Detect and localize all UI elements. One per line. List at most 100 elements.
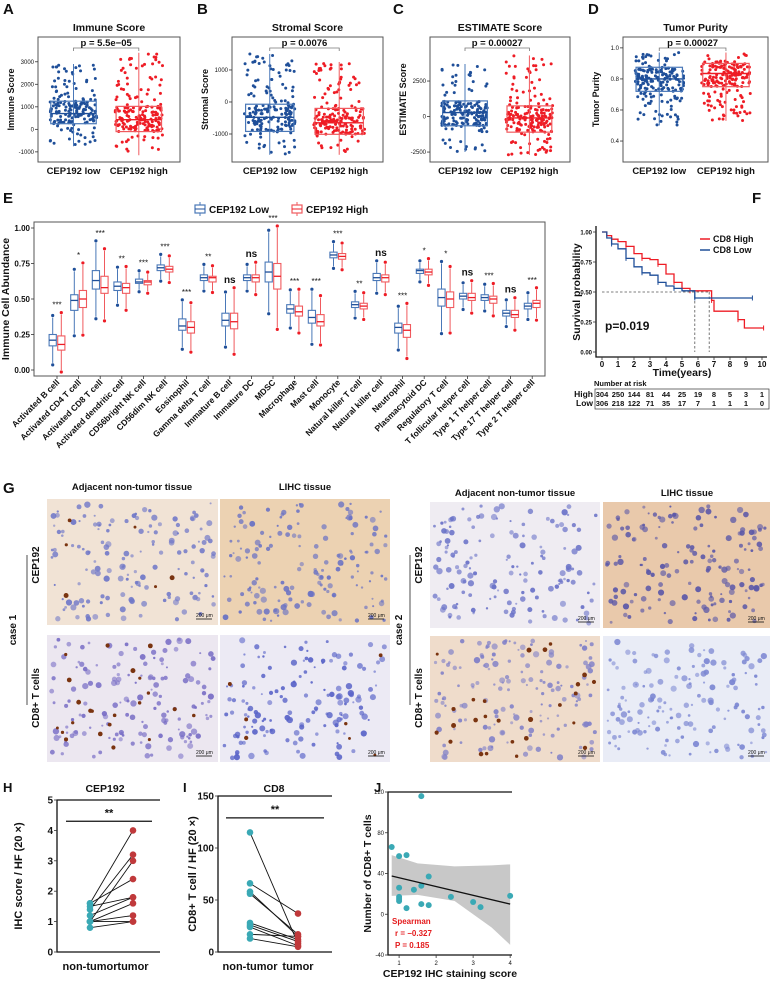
data-point [678,80,682,84]
data-point [354,108,358,112]
nucleus [669,600,676,607]
nucleus [680,735,685,739]
stained-cell [64,652,68,657]
nucleus [285,738,290,743]
nucleus [731,672,735,677]
nucleus [323,688,326,692]
nucleus [304,656,309,661]
nucleus [166,745,172,751]
nucleus [112,737,116,741]
nucleus [118,650,124,657]
nucleus [708,592,713,596]
nucleus [99,601,103,605]
nucleus [195,680,201,685]
data-point [735,65,739,69]
box [143,279,152,286]
data-point [314,72,318,76]
stained-cell [71,721,75,725]
pair-line [89,854,134,910]
data-point [443,141,447,145]
chart-title: ESTIMATE Score [458,22,543,34]
nucleus [556,663,562,669]
nucleus [456,569,462,575]
nucleus [509,530,514,535]
data-point [707,108,711,112]
nucleus [709,554,714,558]
outlier-point [167,280,171,285]
data-point [345,147,349,151]
nucleus [326,712,333,719]
nucleus [287,524,293,530]
x-tick-label: CEP192 low [243,166,297,177]
data-point [341,113,345,117]
data-point [135,120,139,124]
y-tick-label: 0 [47,948,53,959]
data-point [73,142,77,146]
data-point [159,102,163,106]
nucleus [539,679,543,683]
data-point [549,149,553,153]
nucleus [134,512,138,516]
x-tick-label: CEP192 high [500,166,558,177]
y-tick-label: 120 [374,790,385,796]
nucleus [707,618,711,622]
plot-frame [37,36,181,163]
x-tick-label: CEP192 high [310,166,368,177]
nucleus [315,699,322,706]
nucleus [723,666,727,670]
nucleus [151,539,155,544]
data-point [641,68,645,72]
nucleus [712,616,719,623]
nucleus [651,720,657,726]
nucleus [306,602,312,608]
nucleus [755,715,761,721]
nucleus [751,529,757,535]
data-point [345,125,349,129]
outlier-point [189,350,193,354]
data-point [119,68,123,72]
data-point [530,80,534,84]
data-point [676,117,680,121]
nucleus [139,653,146,660]
nucleus [261,673,266,679]
nucleus [100,540,105,545]
nucleus [503,609,509,615]
outlier-point [439,259,444,264]
nucleus [249,520,256,527]
nucleus [492,660,499,668]
nucleus [206,520,213,527]
data-point [119,57,123,61]
data-point [52,141,56,145]
data-point [745,75,749,79]
nucleus [336,754,343,760]
nucleus [60,534,64,537]
x-tick-label: 7 [712,360,717,369]
outlier-point [159,252,163,256]
nucleus [128,596,135,603]
data-point [549,145,553,149]
nucleus [493,595,497,599]
nucleus [323,587,327,591]
stained-cell [448,739,453,744]
data-point [92,126,96,130]
data-point [453,112,457,116]
nucleus [65,725,69,729]
nucleus [571,548,578,555]
y-tick-label: -1000 [19,150,35,156]
nucleus [97,527,100,531]
nucleus [676,726,681,730]
data-point [289,131,293,135]
stained-cell [482,699,487,703]
nucleus [443,520,447,524]
nucleus [382,618,386,622]
column-header: Adjacent non-tumor tissue [455,488,575,499]
box [314,107,364,135]
data-point [649,95,653,99]
data-point [56,124,60,128]
nucleus [540,554,544,558]
data-point [140,64,144,68]
data-point [348,81,352,85]
data-point [77,64,81,68]
